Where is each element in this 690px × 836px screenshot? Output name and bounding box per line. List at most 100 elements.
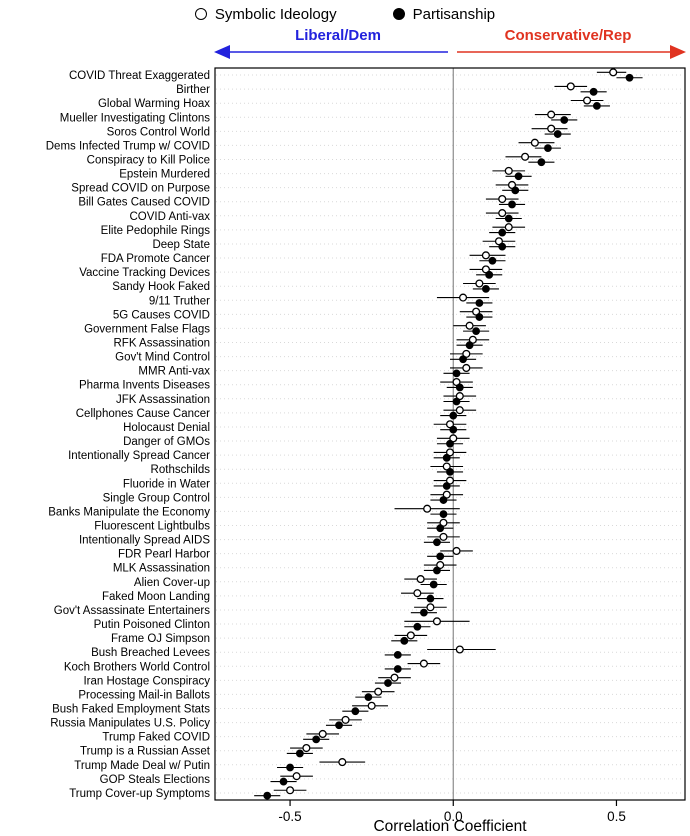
partisanship-point [426, 594, 435, 603]
partisanship-point [472, 327, 481, 336]
conservative-arrow: Conservative/Rep [457, 27, 686, 59]
symbolic-point [432, 617, 441, 626]
partisanship-point [449, 425, 458, 434]
partisanship-point [475, 299, 484, 307]
chart-row: Trump Cover-up Symptoms [69, 786, 307, 800]
partisanship-point [544, 144, 552, 153]
direction-arrows: Liberal/Dem Conservative/Rep [214, 27, 686, 59]
row-label: Vaccine Tracking Devices [79, 267, 210, 279]
symbolic-point [390, 673, 399, 682]
symbolic-point [318, 729, 327, 739]
partisanship-point [508, 200, 516, 209]
partisanship-point [429, 580, 438, 589]
partisanship-point [433, 566, 441, 575]
chart-row: Banks Manipulate the Economy [48, 504, 460, 518]
symbolic-point [423, 504, 432, 513]
symbolic-point [302, 743, 311, 753]
row-label: Global Warming Hoax [98, 98, 210, 110]
row-label: 9/11 Truther [149, 295, 210, 307]
chart-row: Danger of GMOs [123, 434, 470, 448]
row-label: Birther [176, 84, 210, 96]
chart-row: Putin Poisoned Clinton [94, 617, 470, 631]
row-label: 5G Causes COVID [113, 309, 210, 321]
row-label: Bill Gates Caused COVID [78, 197, 210, 209]
row-label: Cellphones Cause Cancer [76, 408, 210, 420]
chart-row: FDR Pearl Harbor [118, 546, 473, 561]
plot-panel-border [214, 67, 686, 801]
chart-row: Gov't Assassinate Entertainers [54, 603, 447, 617]
symbolic-point [498, 209, 507, 218]
chart-row: Cellphones Cause Cancer [76, 406, 477, 420]
partisanship-point [452, 369, 461, 378]
x-tick-label: 0.0 [444, 809, 463, 824]
partisanship-point [553, 130, 562, 138]
symbolic-point [521, 152, 530, 161]
chart-legend: Symbolic Ideology Partisanship [0, 2, 690, 26]
partisanship-point [400, 636, 409, 645]
chart-row: Frame OJ Simpson [111, 631, 428, 645]
partisanship-point [442, 453, 451, 462]
row-label: Alien Cover-up [134, 577, 210, 589]
chart-row: Iran Hostage Conspiracy [83, 673, 411, 687]
chart-row: Mueller Investigating Clintons [60, 110, 578, 124]
partisanship-point [439, 496, 448, 504]
chart-row: Bill Gates Caused COVID [78, 194, 526, 209]
partisanship-point [312, 735, 321, 744]
row-label: Epstein Murdered [119, 169, 210, 181]
partisanship-point [498, 242, 507, 251]
partisanship-point [364, 693, 373, 702]
liberal-arrow: Liberal/Dem [214, 27, 448, 59]
chart-row: Sandy Hook Faked [112, 279, 499, 293]
liberal-arrowhead-icon [214, 45, 230, 59]
row-label: Gov't Assassinate Entertainers [54, 605, 210, 617]
symbolic-point [455, 406, 464, 415]
chart-row: Intentionally Spread AIDS [79, 532, 460, 547]
chart-row: Government False Flags [84, 321, 490, 336]
chart-row: Fluoride in Water [123, 476, 467, 490]
partisanship-point [393, 650, 402, 659]
row-label: COVID Anti-vax [129, 211, 210, 223]
row-label: Rothschilds [151, 464, 211, 476]
partisanship-point [625, 73, 634, 82]
chart-row: 9/11 Truther [149, 293, 493, 307]
chart-row: Intentionally Spread Cancer [68, 448, 467, 462]
symbolic-point [374, 687, 383, 696]
row-label: Trump Faked COVID [102, 732, 210, 744]
chart-row: Trump Faked COVID [102, 729, 340, 744]
chart-row: JFK Assassination [116, 392, 477, 406]
partisanship-point [446, 467, 454, 476]
chart-row: Bush Faked Employment Stats [52, 701, 388, 716]
row-label: Trump Cover-up Symptoms [69, 788, 210, 800]
chart-row: RFK Assassination [113, 335, 490, 350]
symbolic-point [459, 293, 468, 302]
chart-row: 5G Causes COVID [113, 307, 493, 321]
partisanship-point [446, 439, 454, 448]
chart-row: Spread COVID on Purpose [71, 180, 529, 195]
row-label: Fluoride in Water [123, 478, 210, 490]
partisanship-point [511, 186, 520, 195]
symbolic-point [481, 251, 490, 260]
symbolic-point [475, 279, 484, 288]
symbolic-point [439, 532, 448, 541]
partisanship-point [488, 256, 497, 265]
partisanship-point [504, 214, 513, 223]
partisanship-point [436, 524, 445, 533]
chart-row: Faked Moon Landing [102, 589, 444, 603]
chart-row: Trump Made Deal w/ Putin [74, 758, 366, 772]
chart-row: Processing Mail-in Ballots [78, 687, 395, 702]
symbolic-point [462, 363, 471, 373]
legend-label-symbolic: Symbolic Ideology [214, 5, 337, 23]
symbolic-point [338, 758, 347, 767]
partisanship-point [537, 158, 546, 167]
symbolic-point [419, 659, 428, 668]
chart-row: Bush Breached Levees [91, 645, 496, 659]
partisanship-point [419, 608, 428, 617]
chart-row: Conspiracy to Kill Police [87, 152, 555, 167]
chart-row: Elite Pedophile Rings [101, 223, 526, 237]
chart-row: MLK Assassination [113, 560, 457, 575]
row-label: Dems Infected Trump w/ COVID [46, 140, 210, 152]
row-label: Fluorescent Lightbulbs [94, 521, 210, 533]
row-label: Bush Faked Employment Stats [52, 704, 210, 716]
partisanship-point [413, 622, 422, 631]
